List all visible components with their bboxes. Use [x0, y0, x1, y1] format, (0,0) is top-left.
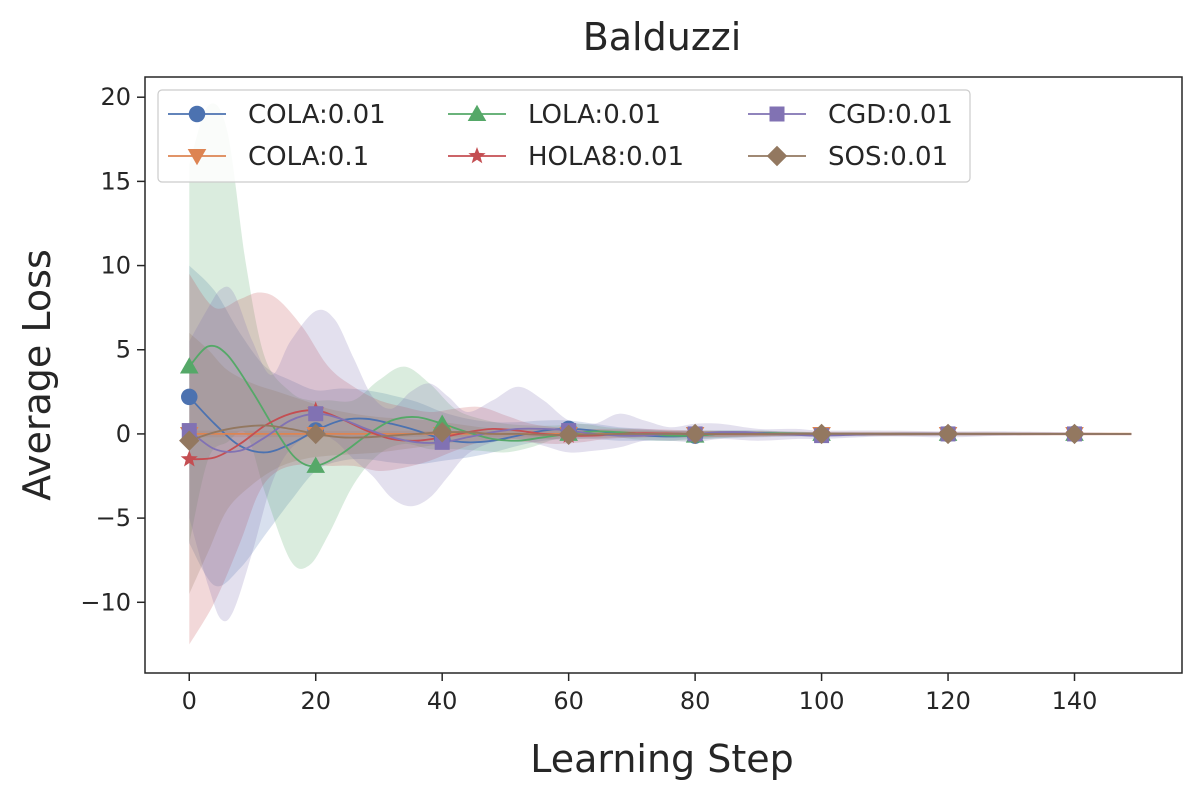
legend-entry-hola8-0-01: HOLA8:0.01: [448, 142, 684, 172]
legend-marker-sos-0-01: [766, 145, 788, 167]
marker-sos-0-01-0: [179, 430, 200, 451]
marker-lola-0-01-1: [306, 456, 326, 473]
marker-sos-0-01-4: [684, 423, 706, 445]
x-tick-label: 60: [553, 687, 584, 715]
legend-marker-cola-0-1: [187, 149, 207, 166]
marker-sos-0-01-1: [305, 423, 326, 445]
y-tick-label: 10: [100, 252, 131, 280]
marker-sos-0-01-5: [811, 423, 832, 445]
legend-label: SOS:0.01: [828, 142, 948, 172]
legend-label: HOLA8:0.01: [528, 142, 684, 172]
legend-marker-hola8-0-01: [468, 147, 486, 164]
legend-marker-cgd-0-01: [769, 106, 785, 122]
legend-label: COLA:0.1: [248, 142, 369, 172]
series-markers: [179, 357, 1085, 473]
y-axis: −10 −5 0 5 10 15 20: [80, 83, 145, 616]
marker-cgd-0-01-1: [308, 406, 324, 422]
band-lola-0-01: [189, 103, 1132, 569]
y-tick-label: −10: [80, 588, 131, 616]
x-tick-label: 100: [799, 687, 845, 715]
marker-sos-0-01-3: [558, 424, 579, 445]
marker-sos-0-01-6: [937, 423, 959, 445]
marker-sos-0-01-7: [1064, 423, 1085, 445]
legend-entry-sos-0-01: SOS:0.01: [748, 142, 948, 172]
legend-label: COLA:0.01: [248, 100, 386, 130]
legend-entry-lola-0-01: LOLA:0.01: [448, 100, 661, 130]
chart-title: Balduzzi: [583, 15, 742, 59]
legend-marker-cola-0-01: [188, 105, 206, 123]
y-tick-label: 5: [116, 336, 131, 364]
x-tick-label: 20: [300, 687, 331, 715]
x-axis-label: Learning Step: [530, 737, 794, 781]
plot-frame: [144, 76, 1183, 674]
legend-label: LOLA:0.01: [528, 100, 661, 130]
x-tick-label: 140: [1052, 687, 1098, 715]
y-tick-label: 0: [116, 420, 131, 448]
legend-box: [157, 89, 971, 183]
legend-entry-cgd-0-01: CGD:0.01: [748, 100, 953, 130]
y-axis-label: Average Loss: [15, 249, 59, 500]
band-cola-0-01: [189, 265, 1132, 587]
x-axis: 0 20 40 60 80 100 120 140: [182, 673, 1098, 715]
band-hola8-0-01: [189, 274, 1132, 645]
y-tick-label: −5: [96, 504, 131, 532]
legend-entry-cola-0-1: COLA:0.1: [168, 142, 369, 172]
marker-hola8-0-01-0: [180, 450, 198, 467]
legend-marker-lola-0-01: [467, 104, 487, 121]
marker-lola-0-01-0: [179, 357, 199, 374]
marker-cola-0-01-0: [181, 388, 198, 406]
legend-label: CGD:0.01: [828, 100, 953, 130]
y-tick-label: 20: [100, 83, 131, 111]
legend-entry-cola-0-01: COLA:0.01: [168, 100, 386, 130]
x-tick-label: 80: [680, 687, 711, 715]
y-tick-label: 15: [100, 167, 131, 195]
marker-sos-0-01-2: [431, 422, 453, 443]
legend: COLA:0.01 COLA:0.1 LOLA:0.01 HOLA8:0.01 CGD:…: [157, 89, 971, 183]
x-tick-label: 120: [925, 687, 971, 715]
band-cgd-0-01: [189, 286, 1132, 622]
x-tick-label: 0: [182, 687, 197, 715]
x-tick-label: 40: [427, 687, 458, 715]
